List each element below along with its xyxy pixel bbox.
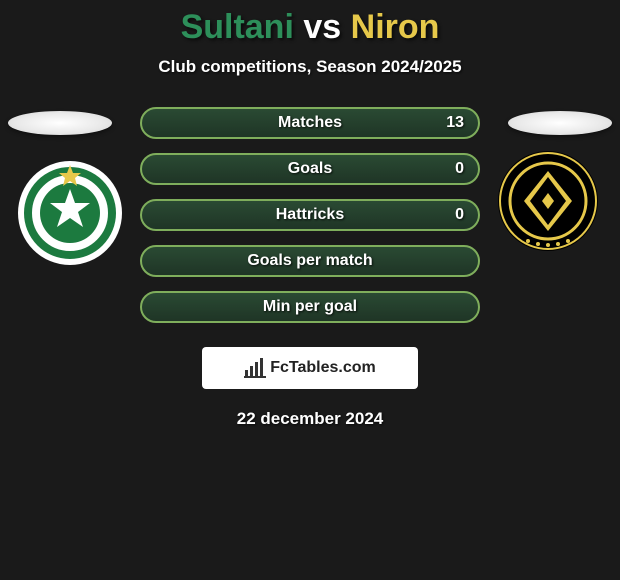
stat-label: Hattricks bbox=[276, 206, 344, 224]
comparison-card: Sultani vs Niron Club competitions, Seas… bbox=[0, 0, 620, 429]
date-text: 22 december 2024 bbox=[0, 409, 620, 429]
stat-rows: Matches 13 Goals 0 Hattricks 0 Goals per… bbox=[140, 107, 480, 323]
attribution-text: FcTables.com bbox=[270, 359, 376, 377]
stats-area: Matches 13 Goals 0 Hattricks 0 Goals per… bbox=[0, 107, 620, 323]
maccabi-haifa-crest-icon bbox=[18, 161, 122, 265]
stat-row-goals: Goals 0 bbox=[140, 153, 480, 185]
page-title: Sultani vs Niron bbox=[0, 8, 620, 47]
stat-right-value: 0 bbox=[455, 160, 464, 178]
stat-row-min-per-goal: Min per goal bbox=[140, 291, 480, 323]
stat-row-matches: Matches 13 bbox=[140, 107, 480, 139]
player1-placeholder-ellipse bbox=[8, 111, 112, 135]
stat-row-goals-per-match: Goals per match bbox=[140, 245, 480, 277]
player2-placeholder-ellipse bbox=[508, 111, 612, 135]
stat-label: Goals bbox=[288, 160, 332, 178]
player1-name: Sultani bbox=[181, 8, 294, 46]
stat-label: Goals per match bbox=[247, 252, 372, 270]
stat-right-value: 13 bbox=[446, 114, 464, 132]
stat-right-value: 0 bbox=[455, 206, 464, 224]
stat-row-hattricks: Hattricks 0 bbox=[140, 199, 480, 231]
club-badge-left bbox=[18, 161, 122, 265]
player2-name: Niron bbox=[351, 8, 440, 46]
stat-label: Min per goal bbox=[263, 298, 357, 316]
stat-label: Matches bbox=[278, 114, 342, 132]
club-badge-right bbox=[498, 151, 598, 251]
maccabi-netanya-crest-icon bbox=[498, 151, 598, 251]
subtitle: Club competitions, Season 2024/2025 bbox=[0, 57, 620, 77]
bar-chart-icon bbox=[244, 358, 266, 378]
attribution-link[interactable]: FcTables.com bbox=[202, 347, 418, 389]
vs-text: vs bbox=[303, 8, 341, 46]
